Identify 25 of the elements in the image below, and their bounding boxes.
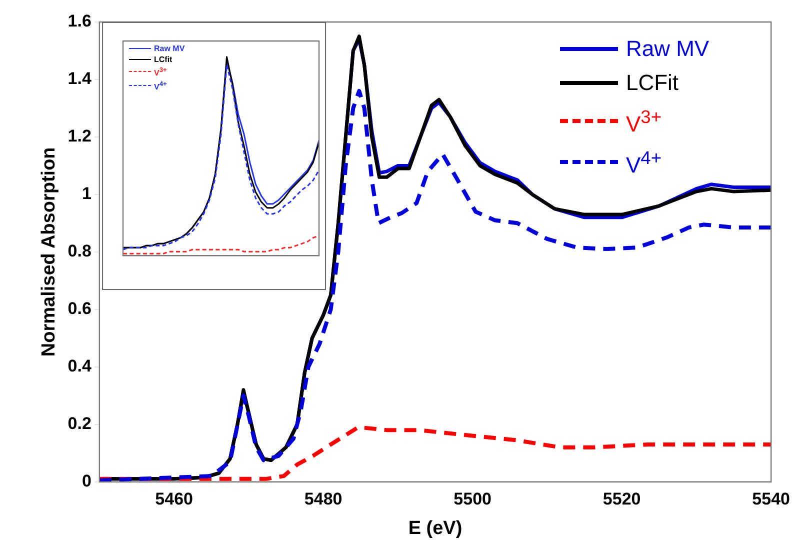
legend-label: V$^{3+}$ (626, 105, 662, 138)
x-tick-label: 5540 (752, 490, 790, 509)
x-tick-label: 5500 (454, 490, 492, 509)
legend-label: LCFit (626, 69, 679, 97)
y-tick-label: 1.2 (68, 126, 92, 146)
y-tick-label: 0 (82, 471, 92, 490)
y-axis-title: Normalised Absorption (38, 147, 60, 357)
x-tick-label: 5480 (304, 490, 342, 509)
legend-label: Raw MV (154, 43, 185, 54)
y-tick-label: 0.6 (68, 299, 92, 318)
y-tick-label: 1 (82, 184, 92, 204)
legend-label: V$^{4+}$ (154, 80, 167, 92)
y-tick-label: 0.2 (68, 414, 92, 434)
legend-label: V$^{3+}$ (154, 66, 167, 79)
legend-label: Raw MV (626, 35, 710, 63)
x-axis-title: E (eV) (408, 518, 462, 539)
y-tick-label: 1.6 (68, 12, 92, 31)
y-tick-label: 1.4 (68, 69, 92, 88)
y-tick-label: 0.4 (68, 356, 92, 376)
legend-label: V$^{4+}$ (626, 146, 662, 180)
legend-label: LCfit (154, 54, 172, 65)
x-tick-label: 5460 (155, 490, 193, 509)
x-tick-label: 5520 (602, 490, 641, 509)
line-series (99, 425, 772, 481)
y-tick-label: 0.8 (68, 242, 92, 261)
